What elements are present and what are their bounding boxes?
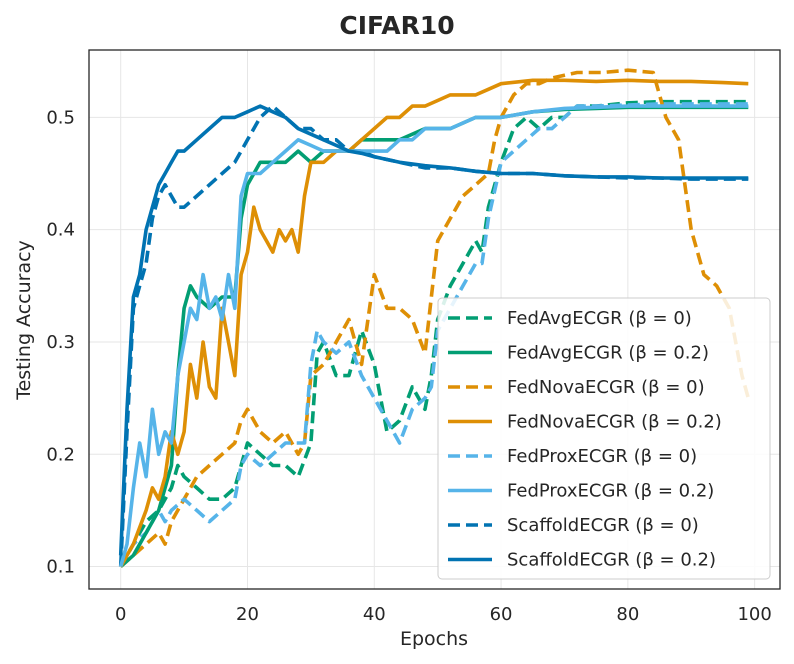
y-axis-label: Testing Accuracy <box>13 240 35 401</box>
x-axis-ticks: 0 20 40 60 80 100 <box>115 604 772 625</box>
y-tick-label: 0.2 <box>46 444 75 465</box>
legend-label: FedProxECGR (β = 0) <box>507 446 697 467</box>
plot-frame <box>88 49 781 590</box>
legend-label: ScaffoldECGR (β = 0.2) <box>507 550 716 571</box>
legend-label: FedProxECGR (β = 0.2) <box>507 481 714 502</box>
plot-series <box>118 68 751 568</box>
legend-label: FedAvgECGR (β = 0) <box>507 308 692 329</box>
chart-title: CIFAR10 <box>339 11 454 40</box>
legend-label: FedNovaECGR (β = 0.2) <box>507 412 722 433</box>
y-tick-label: 0.5 <box>46 107 75 128</box>
x-axis-label: Epochs <box>400 628 468 650</box>
y-axis-ticks: 0.1 0.2 0.3 0.4 0.5 <box>46 107 75 577</box>
legend: FedAvgECGR (β = 0) FedAvgECGR (β = 0.2) Fe… <box>437 297 771 580</box>
legend-box <box>437 297 771 580</box>
y-tick-label: 0.3 <box>46 332 75 353</box>
x-tick-label: 0 <box>115 604 126 625</box>
x-tick-label: 100 <box>737 604 771 625</box>
series-line-fedproxecgr-beta02 <box>118 104 749 567</box>
legend-label: FedNovaECGR (β = 0) <box>507 377 705 398</box>
series-line-scaffoldecgr-beta02 <box>118 104 749 556</box>
series-line-fednovaecgr-beta0 <box>119 68 751 568</box>
series-line-fedproxecgr-beta0 <box>119 102 749 568</box>
x-tick-label: 60 <box>490 604 513 625</box>
y-tick-label: 0.1 <box>46 557 75 578</box>
legend-label: FedAvgECGR (β = 0.2) <box>507 343 709 364</box>
series-line-fedavgecgr-beta0 <box>119 99 749 568</box>
series-line-fednovaecgr-beta02 <box>119 78 749 568</box>
x-tick-label: 20 <box>236 604 259 625</box>
x-tick-label: 40 <box>363 604 386 625</box>
legend-label: ScaffoldECGR (β = 0) <box>507 515 699 536</box>
x-tick-label: 80 <box>616 604 639 625</box>
y-tick-label: 0.4 <box>46 220 75 241</box>
